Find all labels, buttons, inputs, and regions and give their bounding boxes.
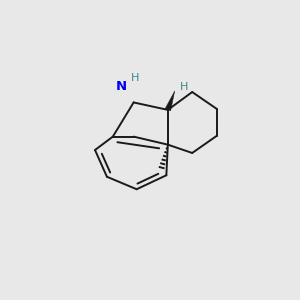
Text: H: H xyxy=(179,82,188,92)
Text: N: N xyxy=(116,80,127,94)
Text: H: H xyxy=(131,73,139,83)
Polygon shape xyxy=(165,91,175,111)
